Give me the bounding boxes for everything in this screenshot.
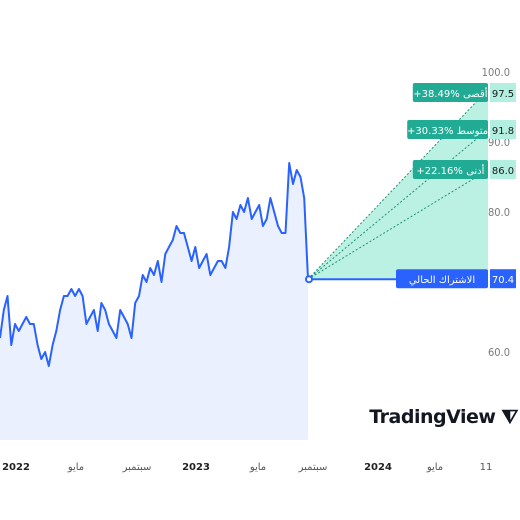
y-tick-label: 60.0: [488, 346, 510, 359]
current: 70.4 الاشتراك الحالي: [396, 269, 516, 289]
x-tick-label: 2024: [364, 462, 392, 473]
tradingview-logo-icon: ⧨: [501, 406, 519, 428]
brand-name: TradingView: [369, 406, 496, 428]
x-tick-label: سبتمبر: [122, 462, 152, 473]
forecast-0-label-box: [412, 83, 488, 102]
x-tick-label: 2022: [2, 462, 30, 473]
forecast-line-1: [307, 129, 489, 280]
x-tick-label: 2023: [182, 462, 210, 473]
forecast-2-value: 86.0: [492, 166, 514, 177]
current-value-box: [490, 269, 516, 289]
forecast-1-label: +30.33% متوسط: [407, 126, 488, 137]
forecast-2-value-box: [490, 160, 516, 179]
current-label: الاشتراك الحالي: [409, 275, 475, 286]
current-point: [305, 275, 313, 284]
price-line: [0, 162, 309, 367]
history-area: [0, 163, 308, 440]
tradingview-logo[interactable]: TradingView ⧨: [369, 406, 518, 428]
y-tick-label: 90.0: [488, 136, 510, 149]
x-tick-label: سبتمبر: [298, 462, 328, 473]
x-tick-label: مايو: [67, 462, 84, 473]
y-tick-label: 80.0: [488, 206, 510, 219]
current-value: 70.4: [492, 275, 514, 286]
forecast-0-value-box: [490, 83, 516, 102]
current-label-box: [396, 269, 488, 289]
forecast-2: 86.0 +22.16% أدنى: [412, 160, 516, 179]
forecast-1: 91.8 +30.33% متوسط: [407, 120, 516, 139]
plot-area: [0, 89, 489, 440]
x-axis: 2022 مايو سبتمبر 2023 مايو سبتمبر 2024 مايو 11: [2, 462, 492, 473]
forecast-1-value-box: [490, 120, 516, 139]
forecast-0-value: 97.5: [492, 89, 514, 100]
forecast-labels: 97.5 +38.49% أقصى 91.8 +30.33% متوسط 86.0 +22…: [396, 83, 516, 289]
forecast-2-label-box: [412, 160, 488, 179]
x-tick-label: 11: [480, 462, 493, 473]
x-tick-label: مايو: [249, 462, 266, 473]
forecast-1-value: 91.8: [492, 126, 514, 137]
x-tick-label: مايو: [426, 462, 443, 473]
forecast-2-label: +22.16% أدنى: [416, 164, 484, 177]
forecast-line-2: [307, 169, 489, 280]
forecast-0: 97.5 +38.49% أقصى: [412, 83, 516, 102]
forecast-0-label: +38.49% أقصى: [413, 87, 487, 100]
forecast-1-label-box: [407, 120, 488, 139]
y-axis: 60.0 80.0 100.0 90.0: [482, 66, 510, 359]
y-tick-label: 100.0: [482, 66, 510, 79]
forecast-range-fill: [308, 89, 488, 280]
